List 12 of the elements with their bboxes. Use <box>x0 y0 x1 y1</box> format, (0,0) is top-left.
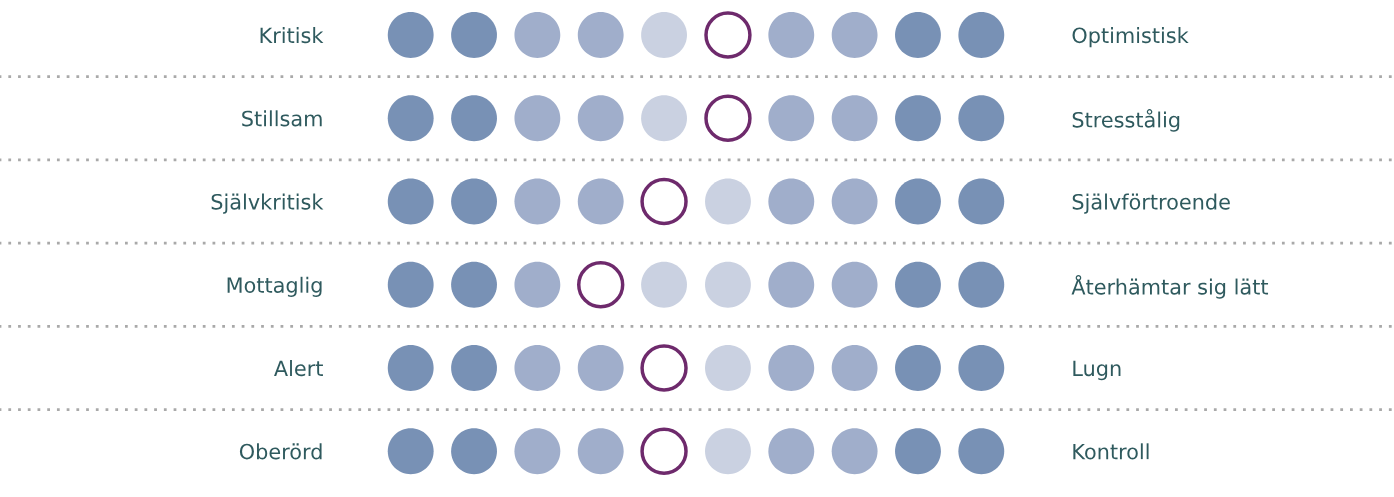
y2-tick-label: Optimistisk <box>1072 27 1189 48</box>
y2-tick-label: Lugn <box>1073 360 1121 381</box>
y2-tick-label: Självförtroende <box>1072 193 1230 214</box>
y2-tick-label: Stresstålig <box>1072 109 1180 132</box>
y-tick-label: Kritisk <box>260 27 324 44</box>
y-tick-label: Stillsam <box>242 110 322 127</box>
y2-tick-label: Återhämtar sig lätt <box>1071 275 1269 299</box>
y-tick-label: Självkritisk <box>211 193 324 214</box>
y2-tick-label: Kontroll <box>1073 443 1149 460</box>
y-tick-label: Oberörd <box>239 443 322 460</box>
y-tick-label: Mottaglig <box>227 276 322 297</box>
y-tick-label: Alert <box>274 360 323 377</box>
